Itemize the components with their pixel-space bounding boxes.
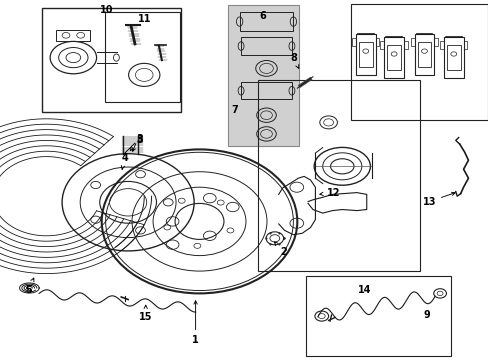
Bar [380, 41, 384, 49]
Bar [56, 30, 90, 41]
Bar [239, 12, 293, 31]
Bar [433, 38, 437, 46]
Bar [443, 37, 463, 78]
Bar [414, 34, 433, 76]
Text: 12: 12 [319, 188, 340, 198]
Bar [241, 37, 291, 55]
Text: 3: 3 [136, 134, 142, 144]
Text: 14: 14 [357, 285, 370, 295]
Bar [439, 41, 443, 49]
Text: 11: 11 [137, 14, 151, 24]
Bar [258, 80, 419, 271]
Bar [41, 8, 181, 112]
Bar [463, 41, 467, 49]
Bar [241, 82, 291, 99]
Bar [446, 45, 460, 70]
Text: 13: 13 [422, 192, 454, 207]
Text: 6: 6 [259, 11, 265, 21]
Text: 8: 8 [289, 53, 298, 68]
Bar [384, 37, 403, 78]
Bar [305, 276, 450, 356]
Bar [386, 45, 400, 70]
Bar [355, 34, 375, 76]
Bar [417, 42, 430, 67]
Text: 4: 4 [121, 153, 128, 169]
Bar [358, 42, 372, 67]
Bar [105, 12, 180, 102]
Bar [350, 4, 487, 120]
Text: 1: 1 [192, 301, 199, 345]
Text: 7: 7 [231, 105, 238, 115]
Text: 2: 2 [274, 242, 286, 257]
Bar [403, 41, 407, 49]
Bar [410, 38, 414, 46]
Text: 10: 10 [100, 5, 113, 15]
Text: 5: 5 [25, 278, 34, 295]
Text: 15: 15 [139, 305, 152, 322]
Text: 3: 3 [130, 135, 142, 150]
Bar [227, 5, 299, 146]
Text: 9: 9 [422, 310, 429, 320]
Bar [375, 38, 379, 46]
Bar [351, 38, 355, 46]
